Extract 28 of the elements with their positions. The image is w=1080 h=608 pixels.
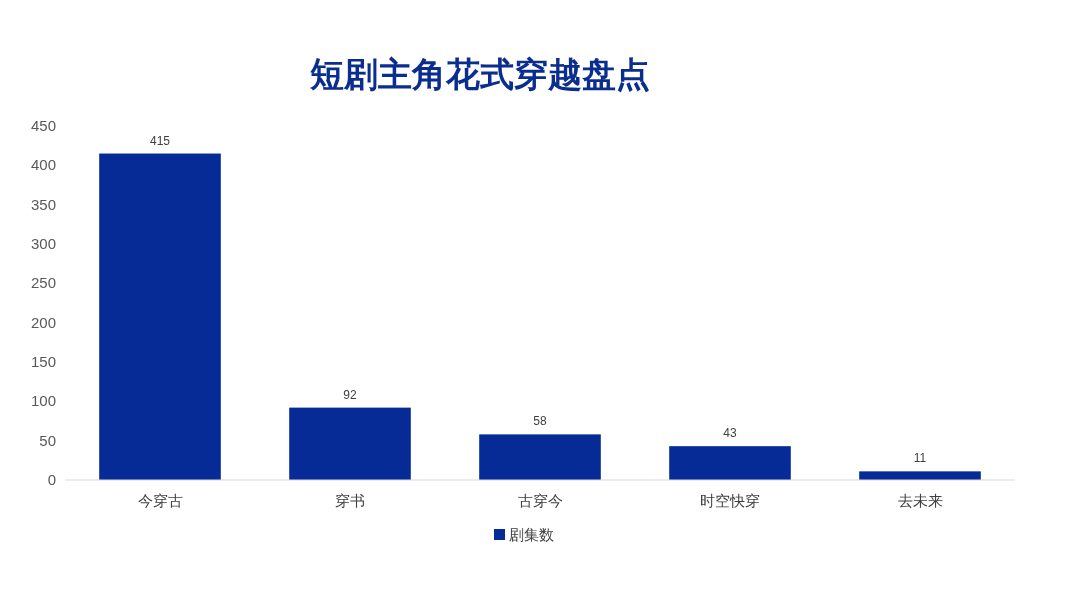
data-label: 92 [343, 387, 357, 402]
bar [859, 471, 981, 480]
data-label: 415 [149, 133, 171, 148]
y-tick-label: 250 [30, 274, 56, 292]
y-tick-label: 200 [30, 313, 56, 331]
y-tick-label: 400 [30, 156, 56, 174]
y-tick-label: 450 [30, 117, 56, 134]
y-tick-label: 350 [30, 195, 56, 213]
data-label: 11 [913, 451, 927, 466]
x-tick-label: 穿书 [335, 492, 365, 509]
y-tick-label: 0 [47, 471, 56, 488]
data-label: 43 [723, 426, 737, 441]
y-tick-label: 50 [39, 431, 56, 449]
x-tick-label: 时空快穿 [700, 492, 760, 509]
legend-label: 剧集数 [509, 526, 554, 543]
x-tick-label: 今穿古 [137, 492, 183, 509]
data-label: 58 [533, 414, 547, 429]
y-tick-label: 100 [30, 392, 56, 410]
chart-title: 短剧主角花式穿越盘点 [309, 55, 650, 93]
legend: 剧集数 [494, 526, 554, 543]
bar [289, 407, 411, 480]
x-tick-label: 古穿今 [517, 492, 563, 509]
y-tick-label: 150 [30, 353, 56, 370]
bar [99, 153, 221, 480]
y-tick-label: 300 [30, 235, 56, 252]
bar [479, 434, 601, 480]
bar [669, 446, 791, 480]
x-tick-label: 去未来 [897, 492, 943, 509]
